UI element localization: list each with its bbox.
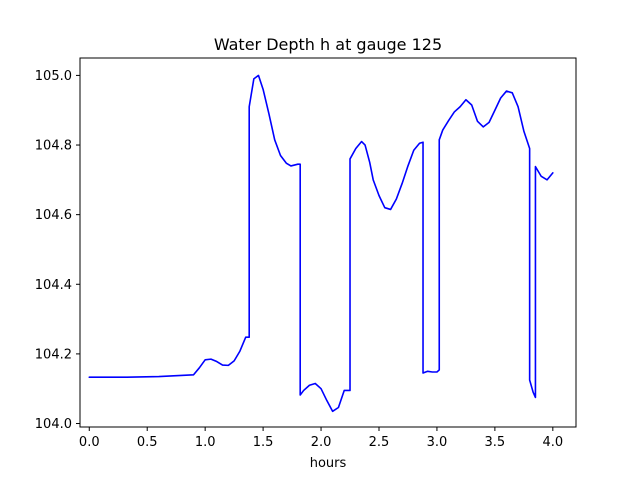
plot-area: 0.0 0.5 1.0 1.5 2.0 2.5 3.0 3.5 4.0 104.0 104.2 104… [35, 57, 577, 450]
x-tick-label: 1.0 [195, 435, 216, 450]
series-line-0 [88, 74, 554, 413]
x-tick-label: 0.5 [137, 435, 158, 450]
x-tick-label: 3.0 [427, 435, 448, 450]
y-tick-label: 104.6 [35, 208, 72, 223]
y-tick-label: 104.8 [35, 139, 72, 154]
x-tick-label: 1.5 [253, 435, 274, 450]
y-tick-label: 105.0 [35, 69, 72, 84]
chart-title: Water Depth h at gauge 125 [214, 35, 442, 54]
plot-frame [79, 57, 577, 428]
x-tick-label: 2.5 [369, 435, 390, 450]
y-tick-label: 104.2 [35, 347, 72, 362]
y-tick-label: 104.0 [35, 417, 72, 432]
y-tick-label: 104.4 [35, 278, 72, 293]
x-tick-label: 2.0 [311, 435, 332, 450]
x-tick-label: 4.0 [542, 435, 563, 450]
x-tick-label: 3.5 [485, 435, 506, 450]
x-tick-label: 0.0 [79, 435, 100, 450]
x-axis-label: hours [310, 456, 347, 471]
